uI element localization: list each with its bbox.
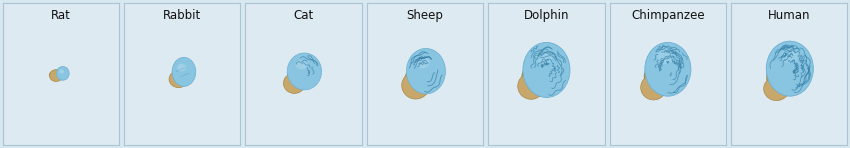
Ellipse shape (521, 69, 530, 86)
Ellipse shape (766, 41, 813, 96)
Ellipse shape (169, 71, 188, 88)
Ellipse shape (49, 72, 56, 77)
Text: Sheep: Sheep (406, 9, 444, 22)
Text: Dolphin: Dolphin (524, 9, 570, 22)
Ellipse shape (172, 57, 196, 86)
Ellipse shape (177, 64, 186, 71)
Ellipse shape (286, 70, 295, 86)
Ellipse shape (766, 69, 775, 86)
Ellipse shape (643, 68, 653, 84)
Ellipse shape (406, 48, 445, 94)
Text: Rabbit: Rabbit (163, 9, 201, 22)
Ellipse shape (405, 71, 413, 88)
Ellipse shape (287, 53, 321, 90)
Ellipse shape (781, 49, 798, 63)
Text: Cat: Cat (293, 9, 314, 22)
Ellipse shape (657, 50, 673, 64)
Ellipse shape (402, 72, 429, 99)
Text: Rat: Rat (51, 9, 71, 22)
Ellipse shape (645, 42, 691, 96)
Ellipse shape (283, 73, 305, 93)
Ellipse shape (641, 75, 666, 100)
Ellipse shape (763, 77, 790, 100)
Ellipse shape (416, 57, 429, 68)
Text: Chimpanzee: Chimpanzee (631, 9, 705, 22)
Ellipse shape (536, 50, 552, 64)
Ellipse shape (518, 73, 544, 99)
Text: Human: Human (768, 9, 811, 22)
Ellipse shape (60, 69, 64, 74)
Ellipse shape (296, 60, 308, 69)
Ellipse shape (49, 70, 63, 82)
Ellipse shape (523, 42, 570, 97)
Ellipse shape (56, 66, 69, 80)
